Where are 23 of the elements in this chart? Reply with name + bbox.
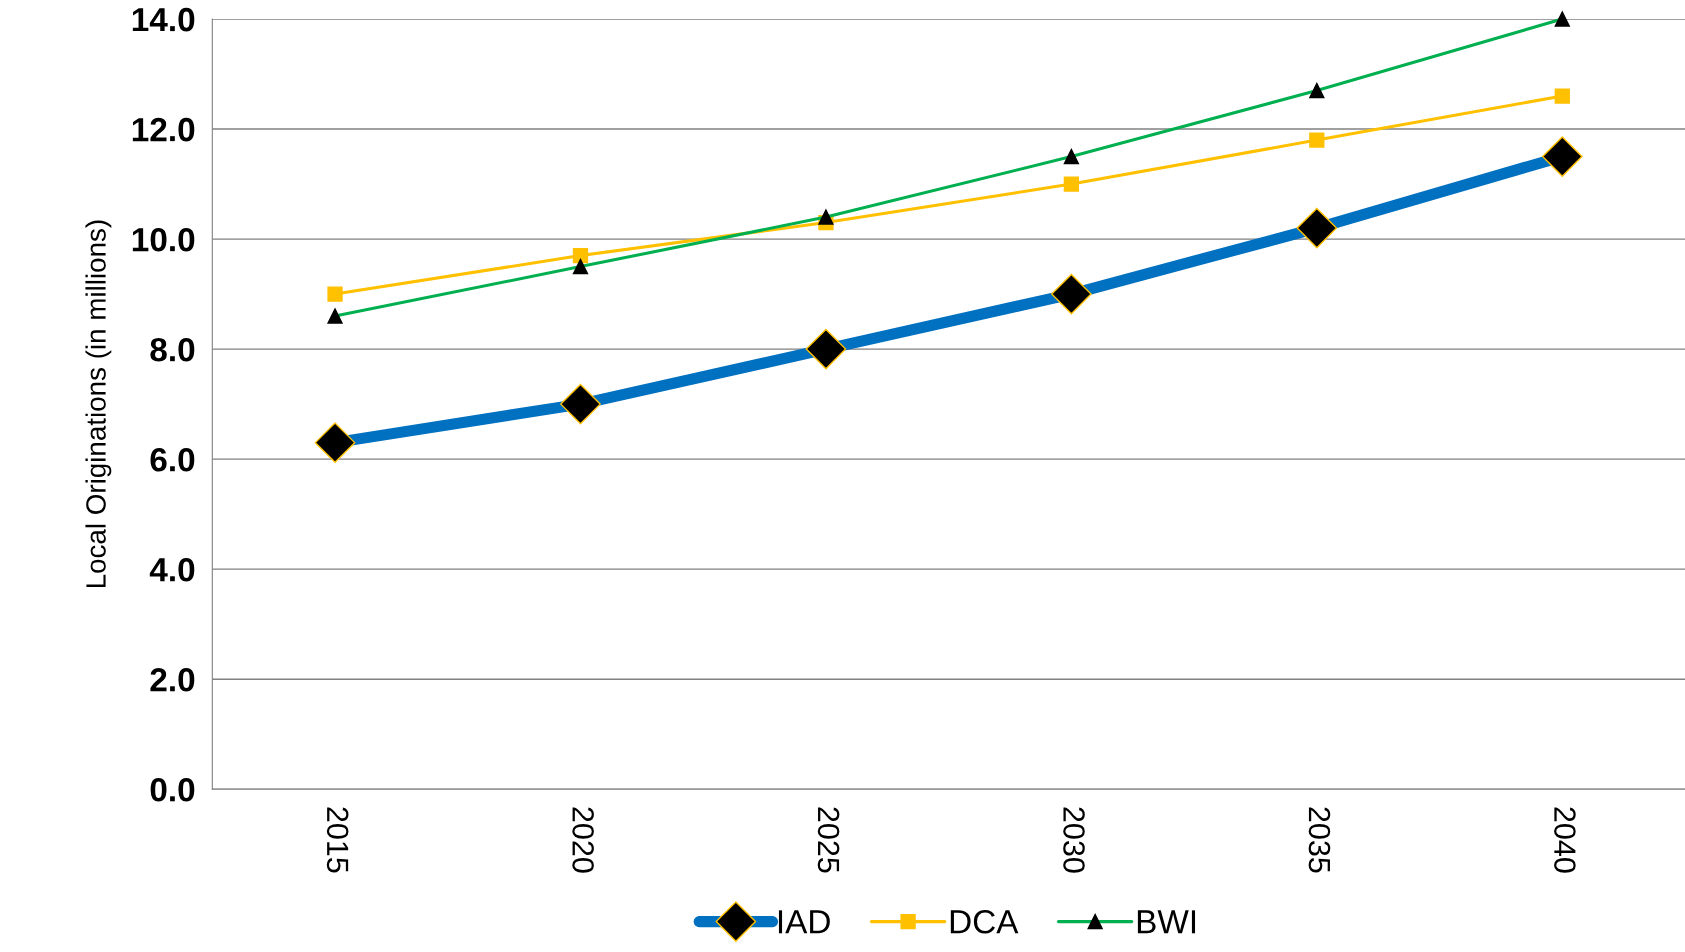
y-tick-label: 2.0 (150, 667, 195, 692)
x-tick-label: 2040 (1554, 807, 1576, 873)
y-tick-label: 6.0 (150, 447, 195, 472)
point (1063, 176, 1080, 192)
legend-label: IAD (778, 910, 830, 934)
legend-label: DCA (950, 910, 1019, 934)
point (572, 247, 589, 264)
x-tick-label: 2025 (817, 807, 840, 873)
point (327, 286, 343, 302)
point (1554, 88, 1570, 104)
y-tick-label: 12.0 (132, 117, 195, 142)
y-axis-title: Local Originations (in millions) (85, 220, 112, 588)
legend-label: BWI (1137, 910, 1196, 934)
point (1309, 132, 1325, 148)
x-tick-label: 2035 (1308, 807, 1331, 873)
y-tick-label: 14.0 (132, 7, 195, 32)
x-tick-label: 2015 (326, 807, 349, 873)
x-tick-label: 2030 (1063, 807, 1085, 873)
y-tick-label: 8.0 (150, 337, 195, 362)
y-tick-label: 0.0 (150, 778, 195, 802)
x-tick-label: 2020 (572, 807, 594, 873)
y-tick-label: 4.0 (149, 557, 195, 582)
y-tick-label: 10.0 (132, 227, 195, 252)
